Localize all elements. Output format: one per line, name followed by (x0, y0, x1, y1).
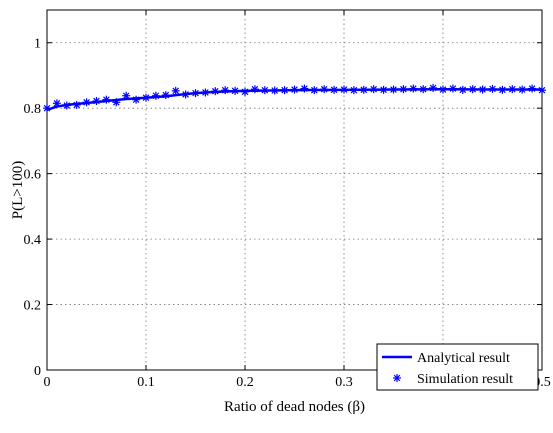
legend: Analytical result Simulation result (376, 343, 539, 391)
simulation-point (270, 86, 279, 95)
simulation-point (250, 85, 259, 94)
simulation-point (359, 85, 368, 94)
y-tick-label: 0.6 (24, 168, 42, 183)
axis-ticks (46, 10, 543, 371)
simulation-point (171, 86, 180, 95)
simulation-point (429, 83, 438, 92)
simulation-point (151, 91, 160, 100)
simulation-point (300, 84, 309, 93)
simulation-point (320, 85, 329, 94)
x-axis-label: Ratio of dead nodes (β) (224, 399, 365, 415)
simulation-point (72, 100, 81, 109)
simulation-point (122, 91, 131, 100)
y-tick-label: 0 (34, 364, 41, 379)
simulation-point (488, 84, 497, 93)
x-tick-label: 0.1 (137, 375, 155, 390)
simulation-point (518, 85, 527, 94)
simulation-point (379, 85, 388, 94)
y-tick-label: 0.8 (24, 102, 42, 117)
simulation-point (290, 85, 299, 94)
simulation-point (468, 85, 477, 94)
simulation-point (82, 98, 91, 107)
simulation-point (409, 84, 418, 93)
simulation-point (349, 86, 358, 95)
simulation-point (112, 98, 121, 107)
simulation-point (369, 85, 378, 94)
simulation-point (419, 85, 428, 94)
simulation-point (161, 91, 170, 100)
plot-area-frame (46, 9, 543, 371)
simulation-point (538, 86, 546, 95)
simulation-point (528, 84, 537, 93)
simulation-point (310, 86, 319, 95)
legend-marker-sample (393, 374, 401, 382)
simulation-point (221, 86, 230, 95)
simulation-point (201, 88, 210, 97)
simulation-point (241, 87, 249, 96)
legend-label-analytical: Analytical result (417, 351, 510, 366)
simulation-point (191, 89, 200, 98)
simulation-point (92, 96, 101, 105)
y-tick-label: 1 (34, 37, 41, 52)
simulation-point (399, 85, 408, 94)
simulation-point (330, 85, 339, 94)
simulation-point (458, 85, 467, 94)
y-tick-label: 0.4 (24, 233, 42, 248)
x-tick-label: 0.3 (335, 375, 353, 390)
legend-box (376, 343, 539, 391)
simulation-point (142, 93, 150, 102)
simulation-point (52, 99, 61, 108)
y-tick-label: 0.2 (24, 299, 42, 314)
simulation-point (43, 104, 51, 113)
simulation-point (62, 101, 71, 110)
tick-labels: 00.10.20.30.40.500.20.40.60.81 (24, 37, 551, 390)
simulation-point (498, 85, 507, 94)
plot-series (43, 83, 546, 113)
simulation-point (260, 86, 269, 95)
grid-lines (47, 10, 542, 370)
simulation-point (211, 87, 220, 96)
simulation-point (508, 85, 517, 94)
simulation-point (448, 84, 457, 93)
simulation-point (280, 86, 289, 95)
simulation-point (132, 95, 141, 104)
x-tick-label: 0.2 (236, 375, 254, 390)
simulation-point (340, 85, 348, 94)
simulation-point (102, 95, 111, 104)
legend-asterisk (393, 374, 401, 382)
simulation-point (389, 85, 398, 94)
simulation-point (231, 86, 240, 95)
x-tick-label: 0 (44, 375, 51, 390)
simulation-point (181, 90, 190, 99)
simulation-point (478, 85, 487, 94)
simulation-point (439, 85, 447, 94)
y-axis-label: P(L>100) (10, 161, 26, 219)
legend-label-simulation: Simulation result (417, 372, 513, 387)
